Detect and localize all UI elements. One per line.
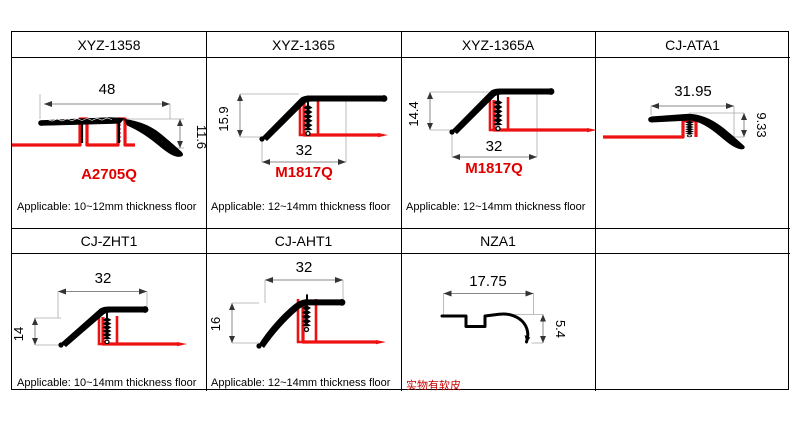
svg-text:32: 32 (296, 142, 313, 159)
svg-text:17.75: 17.75 (469, 273, 507, 290)
svg-text:48: 48 (99, 81, 116, 98)
svg-text:15.9: 15.9 (216, 106, 231, 131)
svg-text:32: 32 (486, 138, 503, 155)
svg-text:A2705Q: A2705Q (81, 166, 137, 183)
svg-text:M1817Q: M1817Q (465, 160, 523, 177)
svg-text:31.95: 31.95 (674, 83, 712, 100)
svg-text:14.4: 14.4 (406, 101, 421, 126)
svg-text:5.4: 5.4 (553, 320, 568, 338)
svg-text:11.6: 11.6 (194, 125, 206, 149)
svg-text:32: 32 (296, 259, 313, 276)
svg-text:M1817Q: M1817Q (275, 164, 333, 181)
svg-text:32: 32 (95, 270, 112, 287)
svg-text:16: 16 (208, 317, 223, 331)
svg-text:14: 14 (12, 327, 26, 341)
svg-text:9.33: 9.33 (754, 112, 769, 137)
